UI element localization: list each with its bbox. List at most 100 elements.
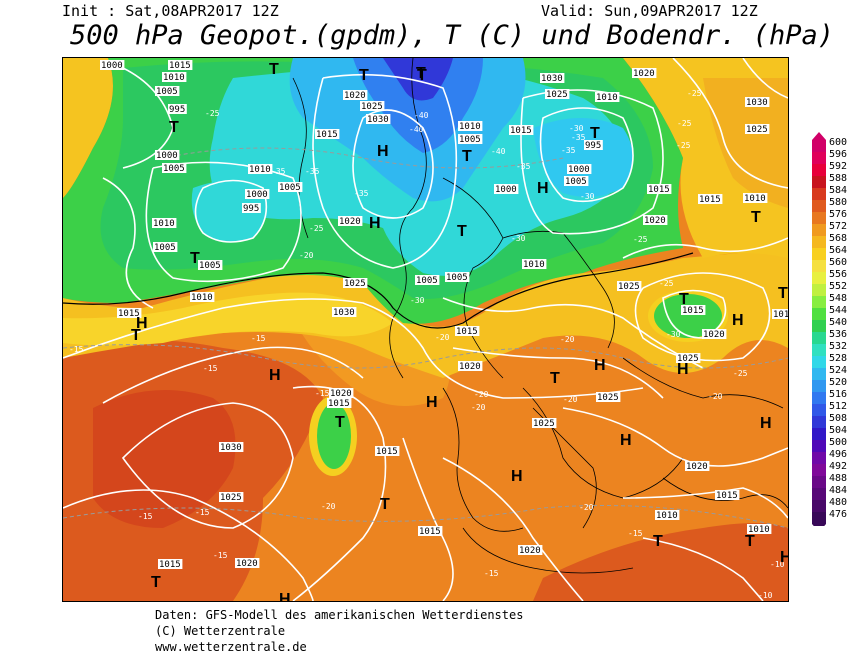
scale-swatch (812, 152, 826, 164)
svg-text:1010: 1010 (773, 310, 788, 320)
scale-label: 556 (829, 269, 848, 280)
temperature-label: -30 (511, 234, 526, 243)
pressure-label: 1010 (190, 292, 215, 303)
scale-swatch (812, 380, 826, 392)
svg-text:1015: 1015 (316, 130, 338, 140)
scale-label: 496 (829, 449, 848, 460)
pressure-label: 1020 (235, 558, 260, 569)
svg-text:1020: 1020 (330, 389, 352, 399)
high-pressure-marker: H (620, 432, 632, 449)
temperature-label: -15 (628, 529, 643, 538)
pressure-label: 1015 (315, 129, 340, 140)
pressure-label: 1005 (278, 182, 303, 193)
scale-label: 500 (829, 437, 848, 448)
low-pressure-marker: T (151, 574, 161, 591)
svg-text:1020: 1020 (236, 559, 258, 569)
svg-text:1005: 1005 (156, 87, 178, 97)
temperature-label: -15 (69, 345, 84, 354)
temperature-label: -15 (195, 508, 210, 517)
scale-swatch (812, 464, 826, 476)
scale-swatch (812, 272, 826, 284)
warm-core-se (533, 523, 788, 601)
temperature-label: -20 (560, 335, 575, 344)
low-pressure-marker: T (190, 250, 200, 267)
scale-label: 588 (829, 173, 848, 184)
valid-time: Valid: Sun,09APR2017 12Z (541, 2, 758, 20)
low-pressure-marker: T (269, 61, 279, 78)
pressure-label: 1005 (198, 260, 223, 271)
cutoff-low-green (317, 403, 351, 469)
svg-text:1025: 1025 (361, 102, 383, 112)
pressure-label: 1020 (343, 90, 368, 101)
temperature-label: -20 (471, 403, 486, 412)
high-pressure-marker: H (780, 549, 788, 566)
svg-text:1000: 1000 (246, 190, 268, 200)
scale-swatch (812, 308, 826, 320)
svg-text:1025: 1025 (344, 279, 366, 289)
pressure-label: 1000 (155, 150, 180, 161)
low-pressure-marker: T (550, 370, 560, 387)
svg-text:1020: 1020 (686, 462, 708, 472)
temperature-label: -30 (580, 192, 595, 201)
svg-text:1010: 1010 (656, 511, 678, 521)
svg-text:1015: 1015 (699, 195, 721, 205)
low-pressure-marker: T (380, 496, 390, 513)
pressure-label: 1025 (617, 281, 642, 292)
svg-text:1000: 1000 (568, 165, 590, 175)
scale-swatch (812, 260, 826, 272)
pressure-label: 1030 (332, 307, 357, 318)
temperature-label: -40 (414, 111, 429, 120)
scale-label: 484 (829, 485, 848, 496)
scale-label: 596 (829, 149, 848, 160)
high-pressure-marker: H (594, 357, 606, 374)
svg-text:1030: 1030 (541, 74, 563, 84)
pressure-label: 1015 (117, 308, 142, 319)
svg-text:1030: 1030 (367, 115, 389, 125)
svg-text:1025: 1025 (618, 282, 640, 292)
pressure-label: 1015 (158, 559, 183, 570)
temperature-label: -25 (687, 89, 702, 98)
scale-swatch (812, 488, 826, 500)
temperature-label: -25 (633, 235, 648, 244)
svg-text:1020: 1020 (339, 217, 361, 227)
scale-label: 528 (829, 353, 848, 364)
svg-text:1010: 1010 (748, 525, 770, 535)
low-pressure-marker: T (590, 125, 600, 142)
pressure-label: 1015 (509, 125, 534, 136)
pressure-label: 1010 (522, 259, 547, 270)
svg-text:1010: 1010 (153, 219, 175, 229)
high-pressure-marker: H (537, 180, 549, 197)
scale-swatch (812, 188, 826, 200)
low-pressure-marker: T (679, 291, 689, 308)
pressure-label: 1025 (360, 101, 385, 112)
temperature-label: -15 (315, 389, 330, 398)
low-pressure-marker: T (416, 65, 426, 82)
scale-swatch (812, 212, 826, 224)
temperature-label: -30 (666, 330, 681, 339)
svg-text:1005: 1005 (154, 243, 176, 253)
svg-text:1015: 1015 (159, 560, 181, 570)
low-pressure-marker: T (131, 327, 141, 344)
pressure-label: 1020 (632, 68, 657, 79)
svg-text:1005: 1005 (279, 183, 301, 193)
temperature-label: -35 (516, 162, 531, 171)
temperature-label: -25 (676, 141, 691, 150)
scale-label: 476 (829, 509, 848, 520)
svg-text:1025: 1025 (677, 354, 699, 364)
temperature-label: -35 (561, 146, 576, 155)
pressure-label: 1005 (445, 272, 470, 283)
cold-core-darkest (383, 58, 453, 101)
scale-swatch (812, 452, 826, 464)
temperature-label: -35 (354, 189, 369, 198)
scale-swatch (812, 368, 826, 380)
svg-text:1005: 1005 (565, 177, 587, 187)
scale-label: 540 (829, 317, 848, 328)
scale-swatch (812, 176, 826, 188)
footer-data-source: Daten: GFS-Modell des amerikanischen Wet… (155, 608, 524, 622)
low-pressure-marker: T (359, 67, 369, 84)
scale-swatch (812, 332, 826, 344)
temperature-label: -40 (491, 147, 506, 156)
high-pressure-marker: H (426, 394, 438, 411)
pressure-label: 1000 (100, 60, 125, 71)
temperature-label: -20 (299, 251, 314, 260)
